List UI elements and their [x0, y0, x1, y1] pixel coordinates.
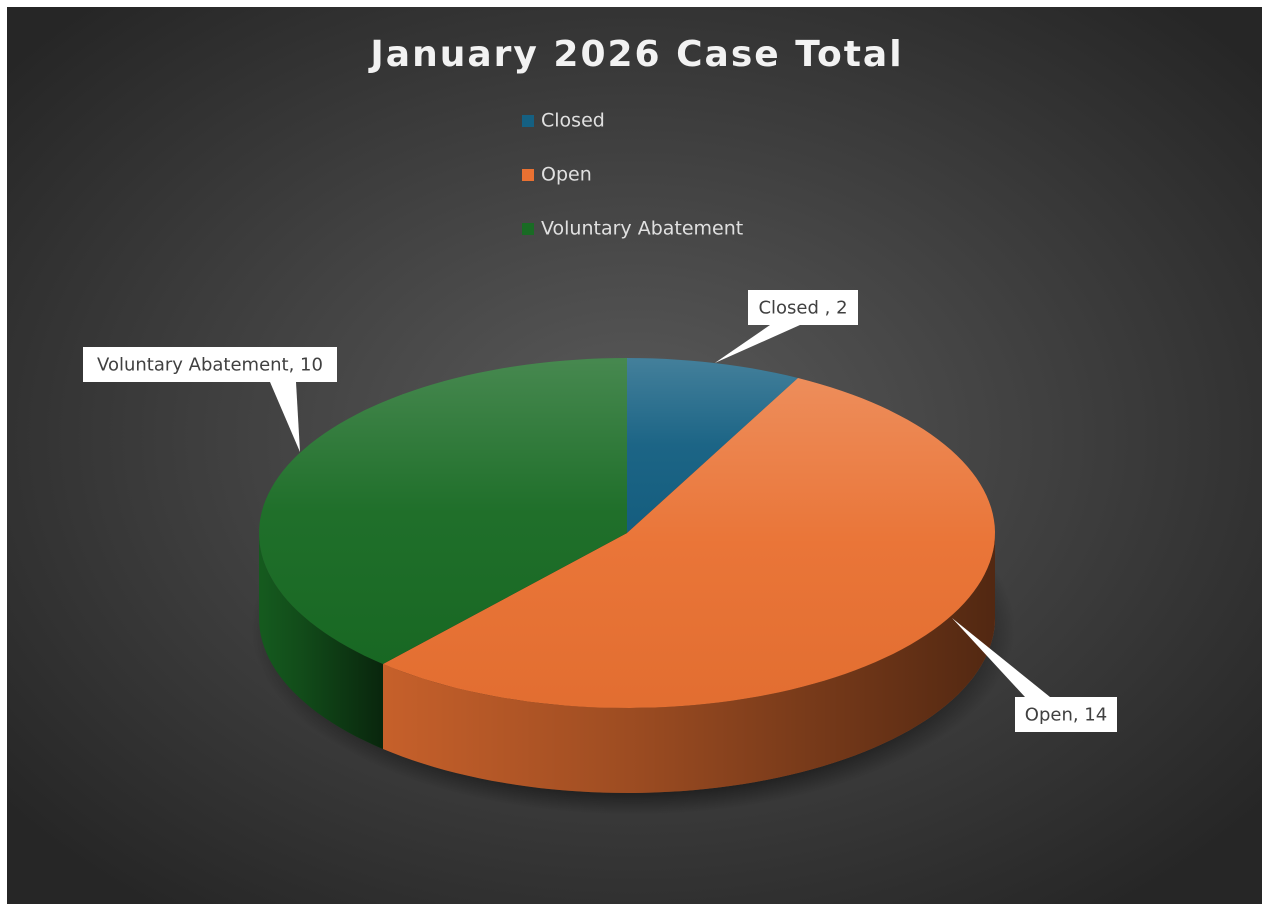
top-shade [259, 358, 627, 664]
data-label: Closed , 2 [758, 298, 847, 319]
callout-pointer [270, 382, 300, 452]
top-shade [383, 378, 995, 708]
legend-label: Closed [541, 110, 605, 132]
chart-title: January 2026 Case Total [367, 34, 903, 75]
top-shade [627, 358, 798, 533]
callout-pointer [714, 325, 800, 364]
side-shade [259, 533, 383, 749]
legend-label: Open [541, 164, 592, 186]
callout-box [1015, 697, 1117, 732]
legend-label: Voluntary Abatement [541, 218, 743, 240]
side-shade [383, 533, 995, 793]
legend-swatch [522, 169, 534, 181]
data-label: Open, 14 [1025, 705, 1107, 726]
legend-swatch [522, 223, 534, 235]
data-label: Voluntary Abatement, 10 [97, 355, 323, 376]
callout-box [748, 290, 858, 325]
callout-pointer [952, 618, 1050, 697]
legend-swatch [522, 115, 534, 127]
callout-box [83, 347, 337, 382]
